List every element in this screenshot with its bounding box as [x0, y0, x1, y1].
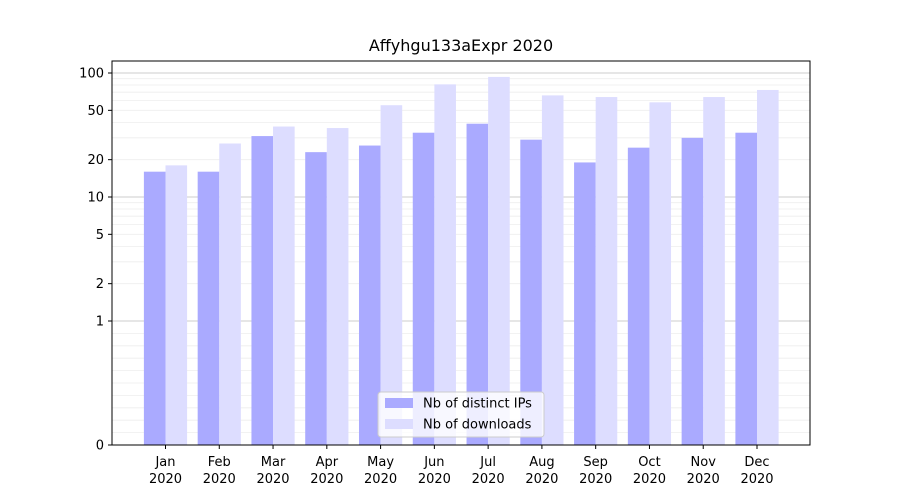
- x-tick-label-month: Aug: [529, 455, 554, 470]
- x-tick-label-year: 2020: [364, 472, 397, 487]
- bar-downloads: [757, 89, 779, 445]
- y-axis: 0 1 2 5 10 20 50 100: [79, 67, 112, 454]
- y-tick-label: 5: [96, 228, 104, 243]
- y-tick-label: 20: [87, 153, 104, 168]
- bar-downloads: [165, 165, 188, 446]
- x-tick-label-month: Apr: [316, 455, 339, 470]
- bar-distinct-ips: [735, 132, 757, 445]
- bar-downloads: [541, 95, 564, 445]
- legend: Nb of distinct IPs Nb of downloads: [377, 391, 545, 438]
- bar-distinct-ips: [681, 137, 704, 445]
- x-tick-label-month: Sep: [583, 455, 608, 470]
- x-axis: Jan 2020 Feb 2020 Mar 2020 Apr 2020 May 2020 Jun 20…: [149, 445, 774, 487]
- bar-distinct-ips: [197, 171, 220, 445]
- bar-distinct-ips: [305, 152, 327, 445]
- x-tick-label-year: 2020: [525, 472, 558, 487]
- bar-downloads: [273, 126, 295, 446]
- y-tick-label: 1: [96, 315, 104, 330]
- x-tick-label-year: 2020: [418, 472, 451, 487]
- x-tick-label-year: 2020: [310, 472, 343, 487]
- x-tick-label-year: 2020: [633, 472, 666, 487]
- bar-downloads: [488, 76, 510, 445]
- x-tick-label-year: 2020: [203, 472, 236, 487]
- x-tick-label-month: Oct: [638, 455, 660, 470]
- x-tick-label-month: Mar: [261, 455, 286, 470]
- bar-downloads: [434, 84, 456, 446]
- x-tick-label-year: 2020: [740, 472, 773, 487]
- y-tick-label: 100: [79, 67, 104, 82]
- legend-box: [377, 391, 545, 438]
- bar-distinct-ips: [358, 145, 381, 445]
- legend-label: Nb of distinct IPs: [423, 397, 532, 412]
- bar-distinct-ips: [466, 123, 489, 446]
- legend-label: Nb of downloads: [423, 418, 532, 433]
- bars: [143, 76, 779, 446]
- bar-downloads: [649, 102, 672, 445]
- chart-title: Affyhgu133aExpr 2020: [369, 36, 553, 55]
- y-tick-label: 10: [87, 191, 104, 206]
- bar-distinct-ips: [251, 136, 274, 445]
- x-tick-label-month: Dec: [744, 455, 769, 470]
- x-tick-label-year: 2020: [687, 472, 720, 487]
- x-tick-label-month: May: [367, 455, 394, 470]
- bar-distinct-ips: [412, 132, 435, 445]
- bar-distinct-ips: [520, 139, 542, 445]
- x-tick-label-year: 2020: [149, 472, 182, 487]
- bar-downloads: [703, 97, 725, 445]
- bar-downloads: [326, 128, 349, 445]
- legend-swatch: [385, 419, 413, 429]
- bar-downloads: [595, 97, 618, 445]
- bar-downloads: [219, 143, 241, 445]
- x-tick-label-year: 2020: [472, 472, 505, 487]
- y-tick-label: 0: [96, 439, 104, 454]
- bar-distinct-ips: [143, 171, 166, 445]
- y-tick-label: 50: [87, 104, 104, 119]
- bar-downloads: [380, 105, 403, 445]
- x-tick-label-month: Jan: [154, 455, 175, 470]
- bar-distinct-ips: [627, 147, 650, 445]
- x-tick-label-month: Jun: [423, 455, 444, 470]
- y-tick-label: 2: [96, 277, 104, 292]
- x-tick-label-month: Nov: [691, 455, 717, 470]
- x-tick-label-year: 2020: [256, 472, 289, 487]
- axes-frame: [111, 60, 811, 446]
- x-tick-label-year: 2020: [579, 472, 612, 487]
- x-tick-label-month: Feb: [208, 455, 231, 470]
- x-tick-label-month: Jul: [479, 455, 496, 470]
- legend-swatch: [385, 398, 413, 408]
- bar-distinct-ips: [574, 162, 596, 445]
